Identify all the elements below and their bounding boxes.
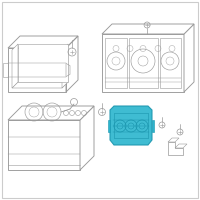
Polygon shape [184, 24, 194, 92]
Polygon shape [152, 120, 154, 132]
Polygon shape [8, 120, 80, 170]
Polygon shape [108, 120, 110, 132]
Polygon shape [18, 44, 68, 82]
Polygon shape [8, 106, 94, 120]
Polygon shape [12, 82, 68, 88]
Polygon shape [12, 44, 18, 88]
Polygon shape [102, 24, 194, 34]
Polygon shape [110, 106, 152, 145]
Polygon shape [80, 106, 94, 170]
Polygon shape [102, 34, 184, 92]
Polygon shape [62, 44, 68, 88]
